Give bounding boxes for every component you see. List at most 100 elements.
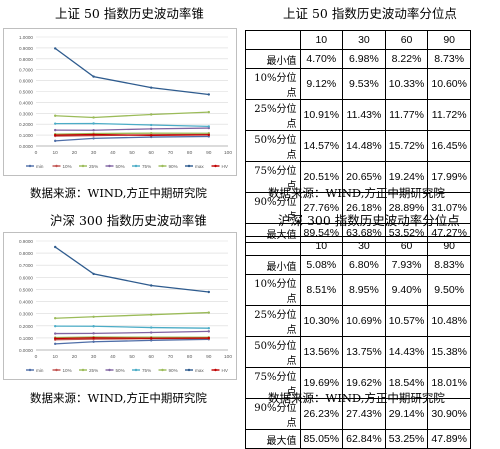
legend-marker-HV	[214, 165, 216, 167]
table-column-header: 30	[343, 31, 386, 50]
data-point-50%	[150, 128, 152, 130]
data-point-75%	[54, 122, 56, 124]
bottom-chart-source: 数据来源：WIND,方正中期研究院	[30, 390, 207, 406]
data-point-min	[92, 137, 94, 139]
data-point-max	[92, 75, 94, 77]
table-column-header: 60	[385, 237, 428, 256]
legend-marker-50%	[108, 369, 110, 371]
top-volatility-cone-chart: 0.00000.10000.20000.30000.40000.50000.60…	[4, 29, 236, 175]
data-point-HV	[54, 337, 56, 339]
table-cell: 53.25%	[385, 430, 428, 449]
table-cell: 8.95%	[343, 275, 386, 306]
legend-label: 75%	[142, 368, 151, 373]
data-point-90%	[54, 115, 56, 117]
data-point-75%	[150, 124, 152, 126]
table-cell: 8.22%	[385, 50, 428, 69]
table-cell: 13.56%	[300, 337, 343, 368]
y-tick-label: 0.0000	[19, 348, 33, 353]
row-label: 最小值	[246, 50, 301, 69]
data-point-75%	[208, 125, 210, 127]
data-point-90%	[150, 314, 152, 316]
x-tick-label: 40	[110, 354, 116, 360]
table-cell: 10.33%	[385, 69, 428, 100]
table-cell: 6.98%	[343, 50, 386, 69]
y-tick-label: 0.0000	[19, 144, 33, 149]
legend-marker-HV	[214, 369, 216, 371]
data-point-max	[208, 291, 210, 293]
legend-label: 90%	[169, 368, 178, 373]
table-cell: 15.38%	[428, 337, 471, 368]
data-point-50%	[54, 129, 56, 131]
legend-label: HV	[222, 368, 229, 373]
table-cell: 10.57%	[385, 306, 428, 337]
legend-label: HV	[222, 164, 229, 169]
data-point-25%	[150, 132, 152, 134]
legend-marker-10%	[55, 369, 57, 371]
legend-label: 10%	[63, 368, 72, 373]
legend-label: 25%	[89, 164, 98, 169]
legend-marker-75%	[135, 165, 137, 167]
table-cell: 8.73%	[428, 50, 471, 69]
table-column-header: 30	[343, 237, 386, 256]
table-cell: 8.83%	[428, 256, 471, 275]
data-point-min	[92, 341, 94, 343]
table-cell: 14.48%	[343, 131, 386, 162]
row-label: 25%分位点	[246, 306, 301, 337]
data-point-50%	[92, 129, 94, 131]
table-cell: 11.43%	[343, 100, 386, 131]
x-tick-label: 70	[168, 150, 174, 156]
series-line-75%	[55, 326, 209, 328]
data-point-90%	[92, 116, 94, 118]
table-cell: 11.72%	[428, 100, 471, 131]
top-chart-title: 上证 50 指数历史波动率锥	[55, 3, 204, 22]
y-tick-label: 0.1000	[19, 133, 33, 138]
y-tick-label: 0.5000	[19, 287, 33, 292]
legend-label: 50%	[116, 164, 125, 169]
row-label: 25%分位点	[246, 100, 301, 131]
row-label: 50%分位点	[246, 337, 301, 368]
series-line-90%	[55, 112, 209, 117]
legend-marker-25%	[82, 165, 84, 167]
row-label: 50%分位点	[246, 131, 301, 162]
data-point-HV	[208, 134, 210, 136]
x-tick-label: 60	[149, 354, 155, 360]
data-point-max	[208, 93, 210, 95]
row-label: 10%分位点	[246, 69, 301, 100]
row-label: 最大值	[246, 430, 301, 449]
y-tick-label: 0.4000	[19, 100, 33, 105]
data-point-90%	[208, 311, 210, 313]
table-cell: 62.84%	[343, 430, 386, 449]
top-table-title: 上证 50 指数历史波动率分位点	[283, 3, 457, 22]
table-cell: 9.12%	[300, 69, 343, 100]
data-point-50%	[92, 332, 94, 334]
legend-marker-90%	[161, 165, 163, 167]
data-point-HV	[54, 134, 56, 136]
bottom-chart-title: 沪深 300 指数历史波动率锥	[50, 210, 207, 229]
table-cell: 10.60%	[428, 69, 471, 100]
series-line-50%	[55, 331, 209, 333]
data-point-HV	[208, 337, 210, 339]
x-tick-label: 0	[35, 150, 38, 156]
x-tick-label: 30	[91, 150, 97, 156]
table-cell: 85.05%	[300, 430, 343, 449]
table-cell: 8.51%	[300, 275, 343, 306]
table-cell: 15.72%	[385, 131, 428, 162]
y-tick-label: 0.2000	[19, 122, 33, 127]
data-point-HV	[92, 133, 94, 135]
data-point-75%	[150, 326, 152, 328]
x-tick-label: 90	[206, 150, 212, 156]
legend-marker-75%	[135, 369, 137, 371]
y-tick-label: 0.6000	[19, 275, 33, 280]
x-tick-label: 100	[224, 354, 232, 360]
legend-marker-90%	[161, 369, 163, 371]
y-tick-label: 0.3000	[19, 312, 33, 317]
x-tick-label: 50	[129, 150, 135, 156]
legend-marker-25%	[82, 369, 84, 371]
x-tick-label: 20	[72, 354, 78, 360]
table-corner	[246, 237, 301, 256]
